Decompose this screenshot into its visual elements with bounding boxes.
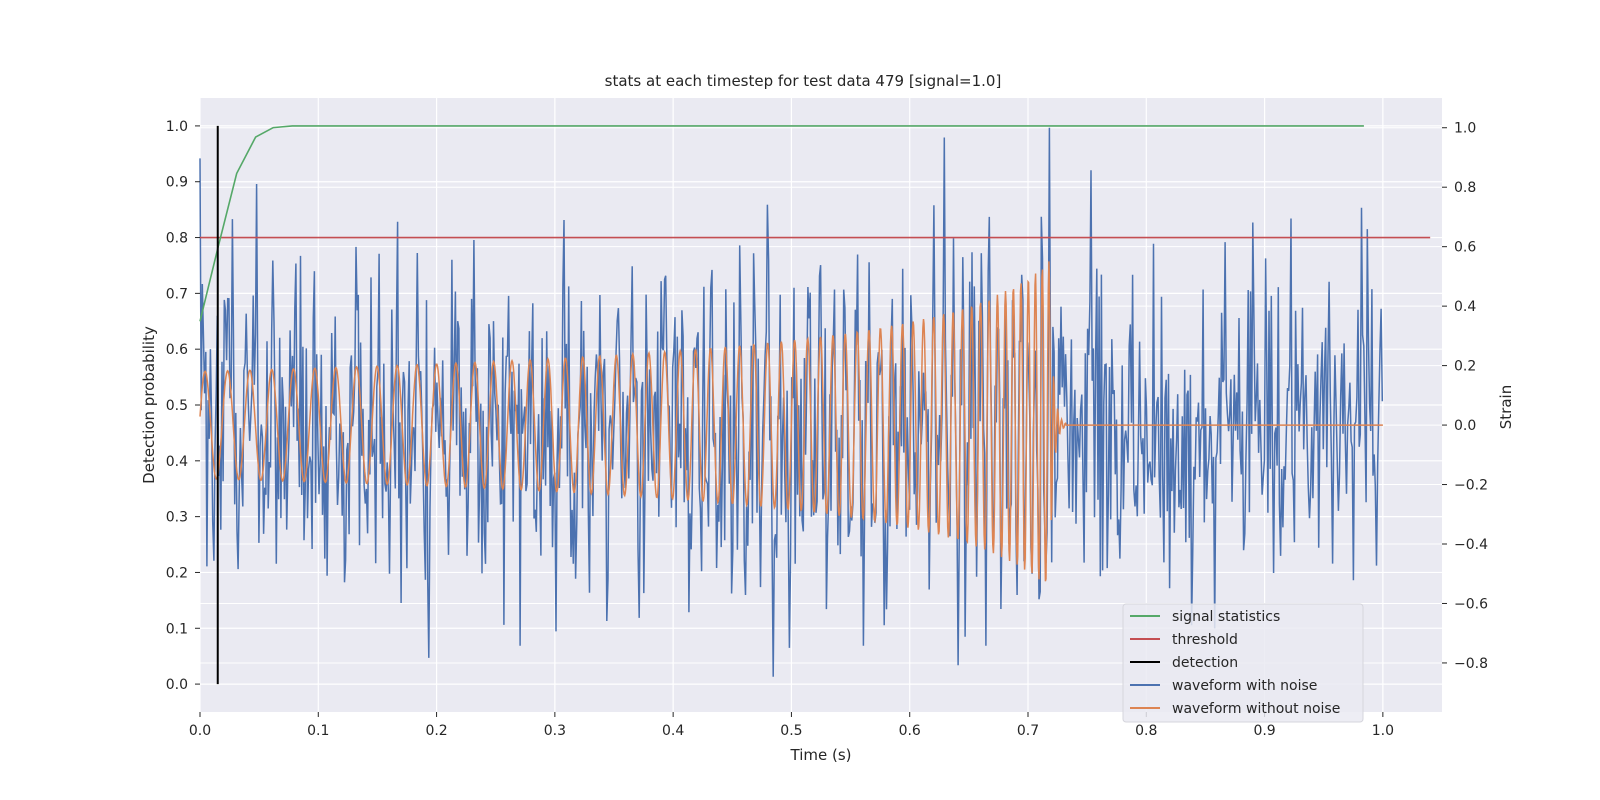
right-tick-label: 0.0: [1454, 418, 1476, 434]
series-layer: [199, 125, 1431, 685]
legend-label-waveform-without-noise: waveform without noise: [1172, 701, 1340, 717]
x-tick-label: 0.3: [544, 723, 566, 739]
left-axis-ticks: 0.0 0.1 0.2 0.3 0.4 0.5 0.6 0.7 0.8 0.9 1.0: [166, 119, 200, 693]
left-tick-label: 1.0: [166, 119, 188, 135]
right-tick-label: 0.8: [1454, 180, 1476, 196]
right-tick-label: −0.2: [1454, 478, 1488, 494]
left-tick-label: 0.0: [166, 677, 188, 693]
x-axis-ticks: 0.0 0.1 0.2 0.3 0.4 0.5 0.6 0.7 0.8 0.9 1.0: [189, 712, 1394, 739]
legend-label-threshold: threshold: [1172, 632, 1238, 648]
right-axis-ticks: −0.8 −0.6 −0.4 −0.2 0.0 0.2 0.4 0.6 0.8 1.0: [1442, 121, 1488, 672]
x-tick-label: 0.1: [307, 723, 329, 739]
right-tick-label: −0.4: [1454, 537, 1488, 553]
left-tick-label: 0.1: [166, 621, 188, 637]
x-tick-label: 0.4: [662, 723, 684, 739]
right-tick-label: −0.8: [1454, 656, 1488, 672]
right-tick-label: −0.6: [1454, 596, 1488, 612]
x-tick-label: 1.0: [1372, 723, 1394, 739]
x-tick-label: 0.8: [1135, 723, 1157, 739]
legend: signal statistics threshold detection wa…: [1122, 603, 1364, 723]
x-tick-label: 0.5: [780, 723, 802, 739]
x-tick-label: 0.9: [1253, 723, 1275, 739]
right-axis-label: Strain: [1497, 385, 1515, 429]
x-axis-label: Time (s): [790, 746, 852, 764]
chart-title: stats at each timestep for test data 479…: [605, 72, 1002, 90]
left-axis-label: Detection probability: [140, 326, 158, 484]
left-tick-label: 0.2: [166, 565, 188, 581]
series-signal-statistics: [199, 125, 1364, 322]
left-tick-label: 0.6: [166, 342, 188, 358]
x-tick-label: 0.7: [1017, 723, 1039, 739]
legend-box: [1122, 603, 1364, 723]
x-tick-label: 0.0: [189, 723, 211, 739]
left-tick-label: 0.3: [166, 510, 188, 526]
legend-label-waveform-with-noise: waveform with noise: [1172, 678, 1317, 694]
right-tick-label: 0.6: [1454, 240, 1476, 256]
legend-label-signal-statistics: signal statistics: [1172, 609, 1280, 625]
right-tick-label: 0.2: [1454, 359, 1476, 375]
left-tick-label: 0.7: [166, 286, 188, 302]
series-waveform-with-noise: [199, 127, 1384, 677]
left-tick-label: 0.5: [166, 398, 188, 414]
left-tick-label: 0.9: [166, 175, 188, 191]
right-tick-label: 1.0: [1454, 121, 1476, 137]
right-tick-label: 0.4: [1454, 299, 1476, 315]
series-waveform-without-noise: [199, 261, 1383, 582]
x-tick-label: 0.2: [425, 723, 447, 739]
left-tick-label: 0.8: [166, 231, 188, 247]
legend-label-detection: detection: [1172, 655, 1238, 671]
x-tick-label: 0.6: [899, 723, 921, 739]
left-tick-label: 0.4: [166, 454, 188, 470]
